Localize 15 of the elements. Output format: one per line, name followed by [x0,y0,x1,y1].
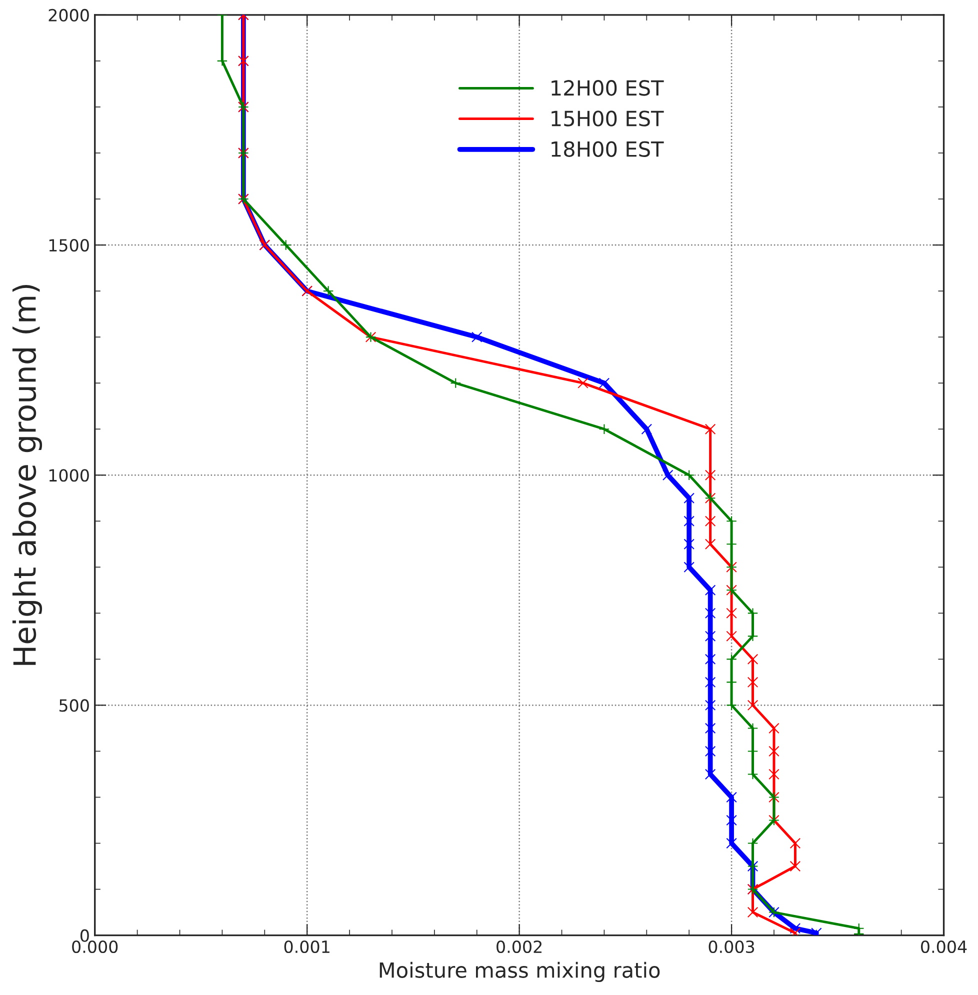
y-tick-label: 1000 [49,469,89,482]
x-tick-label: 0.000 [72,940,118,954]
legend-label: 15H00 EST [552,110,664,126]
y-tick-label: 500 [59,699,89,712]
x-tick-label: 0.001 [284,940,330,954]
y-tick-label: 2000 [48,8,89,22]
y-axis-title: Height above ground (m) [12,284,42,665]
y-tick-label: 0 [80,929,89,942]
x-tick-label: 0.003 [708,940,754,954]
x-tick-label: 0.004 [921,940,967,954]
x-tick-label: 0.002 [496,940,542,954]
legend-label: 18H00 EST [552,141,664,157]
x-axis-title: Moisture mass mixing ratio [380,962,660,982]
y-tick-label: 1500 [49,238,89,252]
legend-label: 12H00 EST [552,80,664,96]
